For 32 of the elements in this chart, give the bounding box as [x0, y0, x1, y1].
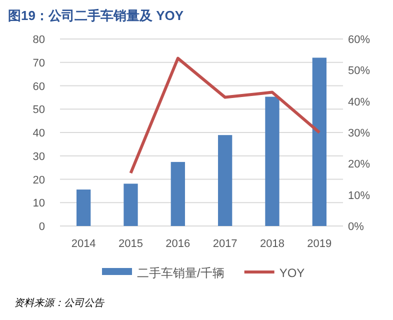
bar [170, 162, 185, 226]
x-tick-label: 2015 [118, 238, 143, 250]
bar [312, 58, 326, 226]
x-tick-label: 2018 [260, 238, 284, 250]
bar [265, 96, 280, 226]
x-tick-label: 2017 [212, 238, 238, 250]
y2-tick-label: 10% [348, 190, 370, 202]
y2-tick-label: 60% [348, 34, 370, 46]
legend-label: YOY [279, 266, 305, 280]
x-tick-label: 2019 [307, 238, 332, 250]
y2-tick-label: 40% [348, 96, 370, 108]
y-tick-label: 60 [32, 80, 45, 93]
y-tick-label: 10 [32, 198, 45, 210]
y-tick-label: 30 [32, 150, 45, 163]
y2-tick-label: 0% [348, 221, 364, 233]
y-tick-label: 40 [32, 128, 45, 140]
y-tick-label: 70 [32, 57, 45, 70]
chart-title: 图19：公司二手车销量及 YOY [8, 8, 184, 23]
x-tick-label: 2016 [166, 238, 190, 250]
y-tick-label: 20 [32, 174, 45, 186]
y-tick-label: 0 [38, 221, 45, 233]
legend-label: 二手车销量/千辆 [137, 266, 224, 280]
x-tick-label: 2014 [71, 238, 96, 250]
bar [218, 135, 232, 226]
text: 资料来源：公司公告 [14, 297, 105, 309]
y2-tick-label: 50% [348, 65, 370, 78]
y-tick-label: 80 [32, 34, 45, 46]
y2-tick-label: 30% [348, 128, 370, 140]
y-tick-label: 50 [32, 104, 45, 116]
bar [76, 190, 91, 226]
y2-tick-label: 20% [348, 158, 370, 171]
bar [124, 184, 138, 226]
